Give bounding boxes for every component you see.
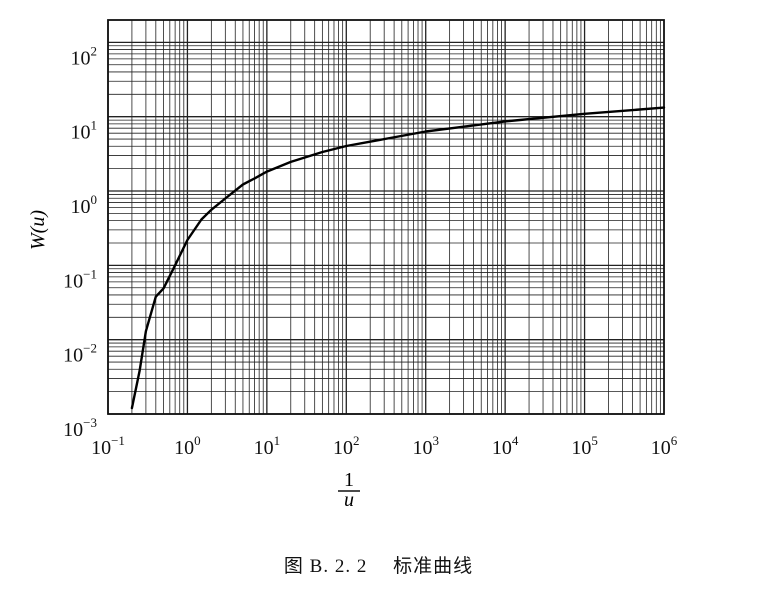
y-axis-label: W(u) bbox=[27, 210, 49, 250]
figure-caption: 图 B. 2. 2 标准曲线 bbox=[0, 551, 757, 578]
x-tick-label: 101 bbox=[254, 433, 281, 459]
x-tick-label: 103 bbox=[412, 433, 439, 459]
y-tick-label: 102 bbox=[71, 43, 98, 69]
x-tick-label: 100 bbox=[174, 433, 201, 459]
grid bbox=[107, 19, 664, 415]
y-tick-label: 101 bbox=[71, 118, 98, 144]
x-tick-label: 106 bbox=[651, 433, 678, 459]
x-axis-label-numerator: 1 bbox=[344, 469, 354, 491]
x-tick-label: 102 bbox=[333, 433, 360, 459]
x-tick-label: 10−1 bbox=[91, 433, 125, 459]
well-function-curve bbox=[130, 106, 666, 410]
figure-title: 标准曲线 bbox=[393, 556, 474, 577]
x-axis-label: 1 u bbox=[338, 469, 360, 511]
plot-border bbox=[107, 19, 665, 415]
y-axis-label-text: W(u) bbox=[27, 210, 49, 250]
x-axis-label-denominator: u bbox=[344, 489, 354, 511]
figure-number: 图 B. 2. 2 bbox=[283, 556, 368, 577]
x-tick-label: 105 bbox=[571, 433, 598, 459]
y-tick-label: 10−1 bbox=[63, 266, 97, 292]
y-tick-label: 100 bbox=[71, 192, 98, 218]
x-tick-labels: 10−1 100 101 102 103 104 105 106 bbox=[91, 433, 678, 459]
plot-frame bbox=[107, 19, 665, 415]
curve-layer bbox=[130, 106, 666, 410]
x-tick-label: 104 bbox=[492, 433, 519, 459]
y-tick-label: 10−2 bbox=[63, 341, 97, 367]
y-tick-label: 10−3 bbox=[63, 415, 97, 441]
y-tick-labels: 10−3 10−2 10−1 100 101 102 bbox=[63, 43, 97, 441]
